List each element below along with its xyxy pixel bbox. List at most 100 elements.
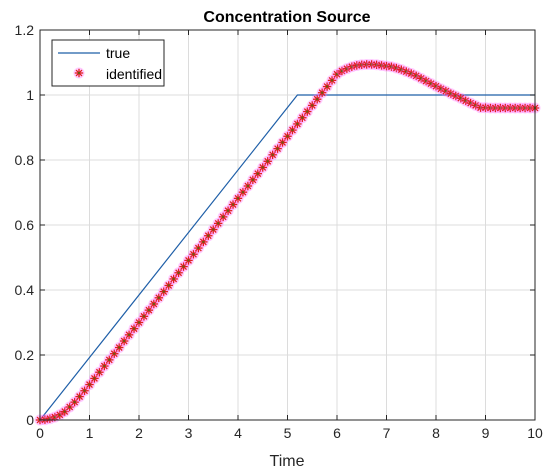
x-tick-label: 9 (482, 425, 490, 441)
marker-core (83, 389, 86, 392)
marker-core (167, 284, 170, 287)
marker-core (231, 203, 235, 206)
marker-core (241, 190, 245, 194)
marker-core (439, 87, 443, 91)
identified-point (84, 379, 95, 391)
marker-core (53, 415, 57, 419)
legend-identified-marker (73, 67, 85, 79)
x-tick-label: 4 (234, 425, 242, 441)
marker-core (434, 85, 438, 88)
identified-point (153, 292, 165, 304)
identified-point (222, 205, 234, 217)
chart-title: Concentration Source (203, 9, 370, 26)
marker-core (340, 69, 344, 73)
marker-core (454, 94, 457, 98)
marker-core (360, 63, 363, 66)
marker-core (419, 77, 423, 80)
identified-point (212, 217, 224, 229)
marker-core (523, 106, 527, 110)
marker-core (291, 128, 294, 132)
marker-core (380, 64, 383, 67)
marker-core (266, 160, 269, 163)
identified-point (232, 192, 244, 204)
marker-core (147, 308, 151, 312)
marker-core (499, 106, 502, 110)
marker-core (395, 66, 398, 70)
x-tick-label: 1 (86, 425, 94, 441)
identified-point (79, 385, 91, 397)
marker-core (68, 405, 71, 409)
marker-core (108, 358, 111, 362)
legend-identified-symbol (73, 67, 85, 79)
marker-core (246, 184, 250, 188)
identified-point (321, 81, 333, 93)
marker-core (474, 104, 477, 107)
identified-point (118, 335, 130, 347)
marker-core (345, 67, 349, 70)
identified-point (247, 174, 259, 186)
identified-point (173, 267, 185, 279)
marker-core (429, 82, 433, 85)
y-tick-label: 1 (26, 87, 34, 103)
marker-core (132, 327, 136, 330)
marker-core (365, 63, 368, 66)
legend-true-label: true (106, 45, 130, 61)
identified-point (163, 279, 175, 291)
y-tick-label: 0.4 (15, 282, 35, 298)
marker-core (489, 106, 492, 110)
x-tick-label: 5 (284, 425, 292, 441)
identified-point (88, 372, 100, 384)
identified-point (217, 211, 229, 223)
y-tick-label: 0.2 (15, 347, 35, 363)
identified-point (138, 310, 150, 322)
marker-core (469, 101, 472, 105)
marker-core (335, 73, 339, 76)
identified-point (267, 149, 279, 161)
x-tick-label: 8 (432, 425, 440, 441)
marker-core (424, 79, 428, 83)
marker-core (197, 246, 200, 250)
identified-point (262, 155, 274, 167)
legend: true identified (51, 39, 165, 87)
marker-core (103, 364, 106, 368)
identified-point (326, 74, 338, 86)
marker-core (226, 209, 230, 212)
legend-identified-label: identified (106, 66, 162, 82)
marker-core (63, 410, 66, 413)
identified-point (395, 64, 407, 76)
identified-point (286, 124, 298, 136)
marker-core (217, 222, 220, 225)
marker-core (127, 333, 131, 337)
legend-box (51, 39, 165, 87)
identified-point (178, 261, 190, 273)
marker-core (157, 296, 160, 299)
marker-core (325, 85, 329, 88)
series-layer (34, 58, 541, 426)
identified-point (425, 78, 437, 90)
marker-core (415, 74, 418, 78)
marker-core (350, 65, 354, 68)
identified-point (183, 254, 194, 266)
marker-core (118, 346, 121, 349)
identified-point (242, 180, 254, 192)
marker-core (122, 339, 126, 343)
marker-core (152, 302, 156, 306)
marker-core (261, 166, 264, 169)
identified-point (207, 224, 219, 236)
x-tick-label: 6 (333, 425, 341, 441)
identified-point (123, 329, 135, 341)
marker-core (137, 321, 141, 324)
marker-core (390, 65, 393, 68)
marker-core (528, 106, 532, 110)
identified-point (93, 366, 105, 378)
identified-point (158, 286, 170, 298)
identified-point (257, 161, 269, 173)
marker-core (202, 240, 205, 244)
marker-core (459, 97, 462, 100)
marker-core (177, 271, 180, 274)
marker-core (207, 234, 210, 237)
identified-point (187, 248, 199, 260)
identified-point (133, 317, 145, 328)
y-tick-label: 0.6 (15, 217, 35, 233)
